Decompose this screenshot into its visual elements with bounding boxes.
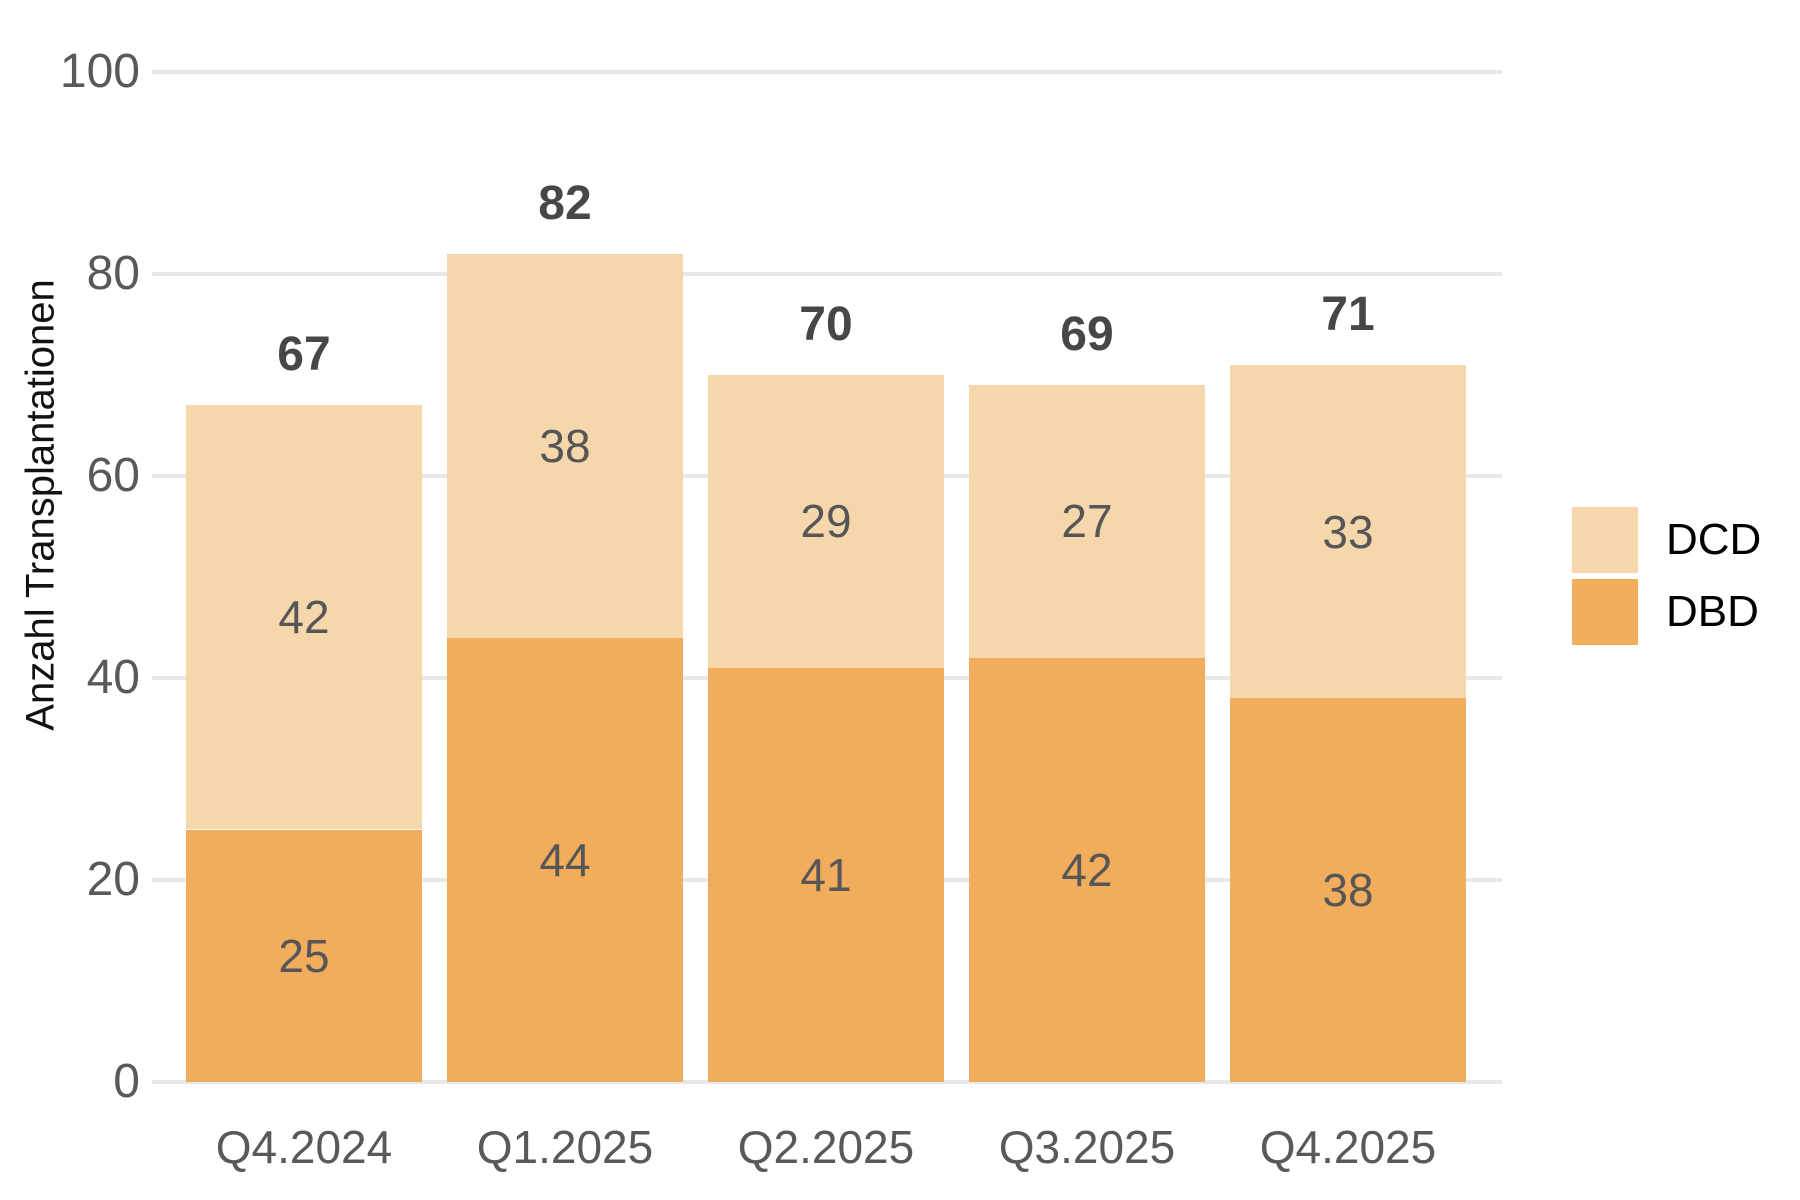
y-tick-label: 40: [86, 651, 140, 704]
y-tick-label: 80: [86, 247, 140, 300]
total-value-label: 69: [1060, 308, 1114, 362]
legend-item-dcd: DCD: [1572, 507, 1761, 573]
legend-label-dbd: DBD: [1666, 587, 1759, 636]
legend-swatch-dcd: [1572, 507, 1638, 573]
total-value-label: 82: [538, 176, 592, 230]
total-value-label: 70: [799, 298, 853, 351]
segment-value-label: 27: [1061, 495, 1113, 548]
bar-segment-dbd: [1230, 698, 1466, 1082]
bar-segment-dcd: [186, 405, 422, 830]
y-tick-label: 100: [59, 45, 140, 98]
segment-value-label: 38: [1322, 864, 1374, 917]
bar-segment-dcd: [708, 375, 944, 668]
x-tick-label: Q4.2025: [1259, 1121, 1437, 1173]
bar-segment-dcd: [969, 385, 1205, 658]
segment-value-label: 41: [800, 848, 852, 901]
legend-item-dbd: DBD: [1572, 579, 1761, 645]
bar-segment-dcd: [1230, 364, 1466, 699]
gridline: [152, 1080, 1502, 1084]
total-value-label: 67: [277, 328, 331, 382]
bar-segment-dcd: [447, 253, 683, 638]
x-tick-label: Q4.2024: [215, 1121, 393, 1173]
gridline: [152, 272, 1502, 276]
segment-value-label: 42: [1061, 843, 1113, 896]
segment-value-label: 38: [539, 419, 591, 472]
segment-value-label: 29: [800, 495, 852, 548]
bar-segment-dbd: [708, 667, 944, 1082]
segment-value-label: 44: [539, 833, 591, 886]
y-tick-label: 0: [113, 1055, 140, 1108]
y-tick-label: 20: [86, 853, 140, 906]
y-tick-label: 60: [86, 449, 140, 502]
total-value-label: 71: [1321, 287, 1375, 341]
bar-segment-dbd: [447, 637, 683, 1082]
legend: DCD DBD: [1572, 507, 1761, 651]
x-tick-label: Q2.2025: [737, 1121, 915, 1173]
segment-value-label: 25: [278, 929, 330, 982]
x-tick-label: Q3.2025: [998, 1121, 1176, 1173]
bar-segment-dbd: [186, 829, 422, 1082]
segment-value-label: 33: [1322, 505, 1374, 558]
bar-segment-dbd: [969, 657, 1205, 1082]
legend-label-dcd: DCD: [1666, 515, 1762, 564]
x-tick-label: Q1.2025: [476, 1121, 654, 1173]
legend-swatch-dbd: [1572, 579, 1638, 645]
segment-value-label: 42: [278, 591, 330, 644]
gridline: [152, 70, 1502, 74]
